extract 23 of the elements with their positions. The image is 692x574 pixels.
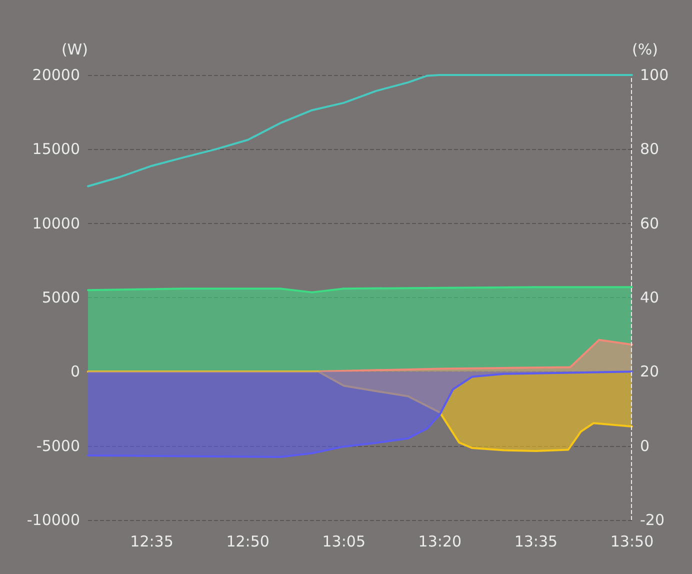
y-tick-label: -10000	[26, 511, 80, 529]
x-tick-label: 13:20	[418, 532, 462, 550]
y2-tick-label: 0	[640, 436, 650, 455]
y2-tick-label: 80	[640, 140, 660, 158]
y-axis-title: (W)	[61, 40, 88, 58]
y-tick-label: -5000	[36, 436, 80, 455]
y-tick-label: 20000	[32, 66, 80, 84]
x-tick-label: 13:05	[322, 532, 366, 550]
x-tick-label: 12:50	[226, 532, 270, 550]
y2-tick-label: 60	[640, 214, 660, 232]
y2-tick-label: 20	[640, 362, 660, 381]
y-tick-label: 5000	[42, 288, 80, 306]
y-tick-label: 10000	[32, 214, 80, 232]
y-tick-label: 15000	[32, 140, 80, 158]
x-tick-label: 13:35	[514, 532, 558, 550]
y2-tick-label: -20	[640, 511, 664, 529]
y2-tick-label: 100	[640, 66, 669, 84]
y2-tick-label: 40	[640, 288, 660, 306]
x-tick-label: 13:50	[610, 532, 654, 550]
y-tick-label: 0	[70, 362, 80, 381]
line-series	[87, 74, 633, 188]
y2-axis-title: (%)	[632, 40, 658, 58]
x-tick-label: 12:35	[130, 532, 174, 550]
